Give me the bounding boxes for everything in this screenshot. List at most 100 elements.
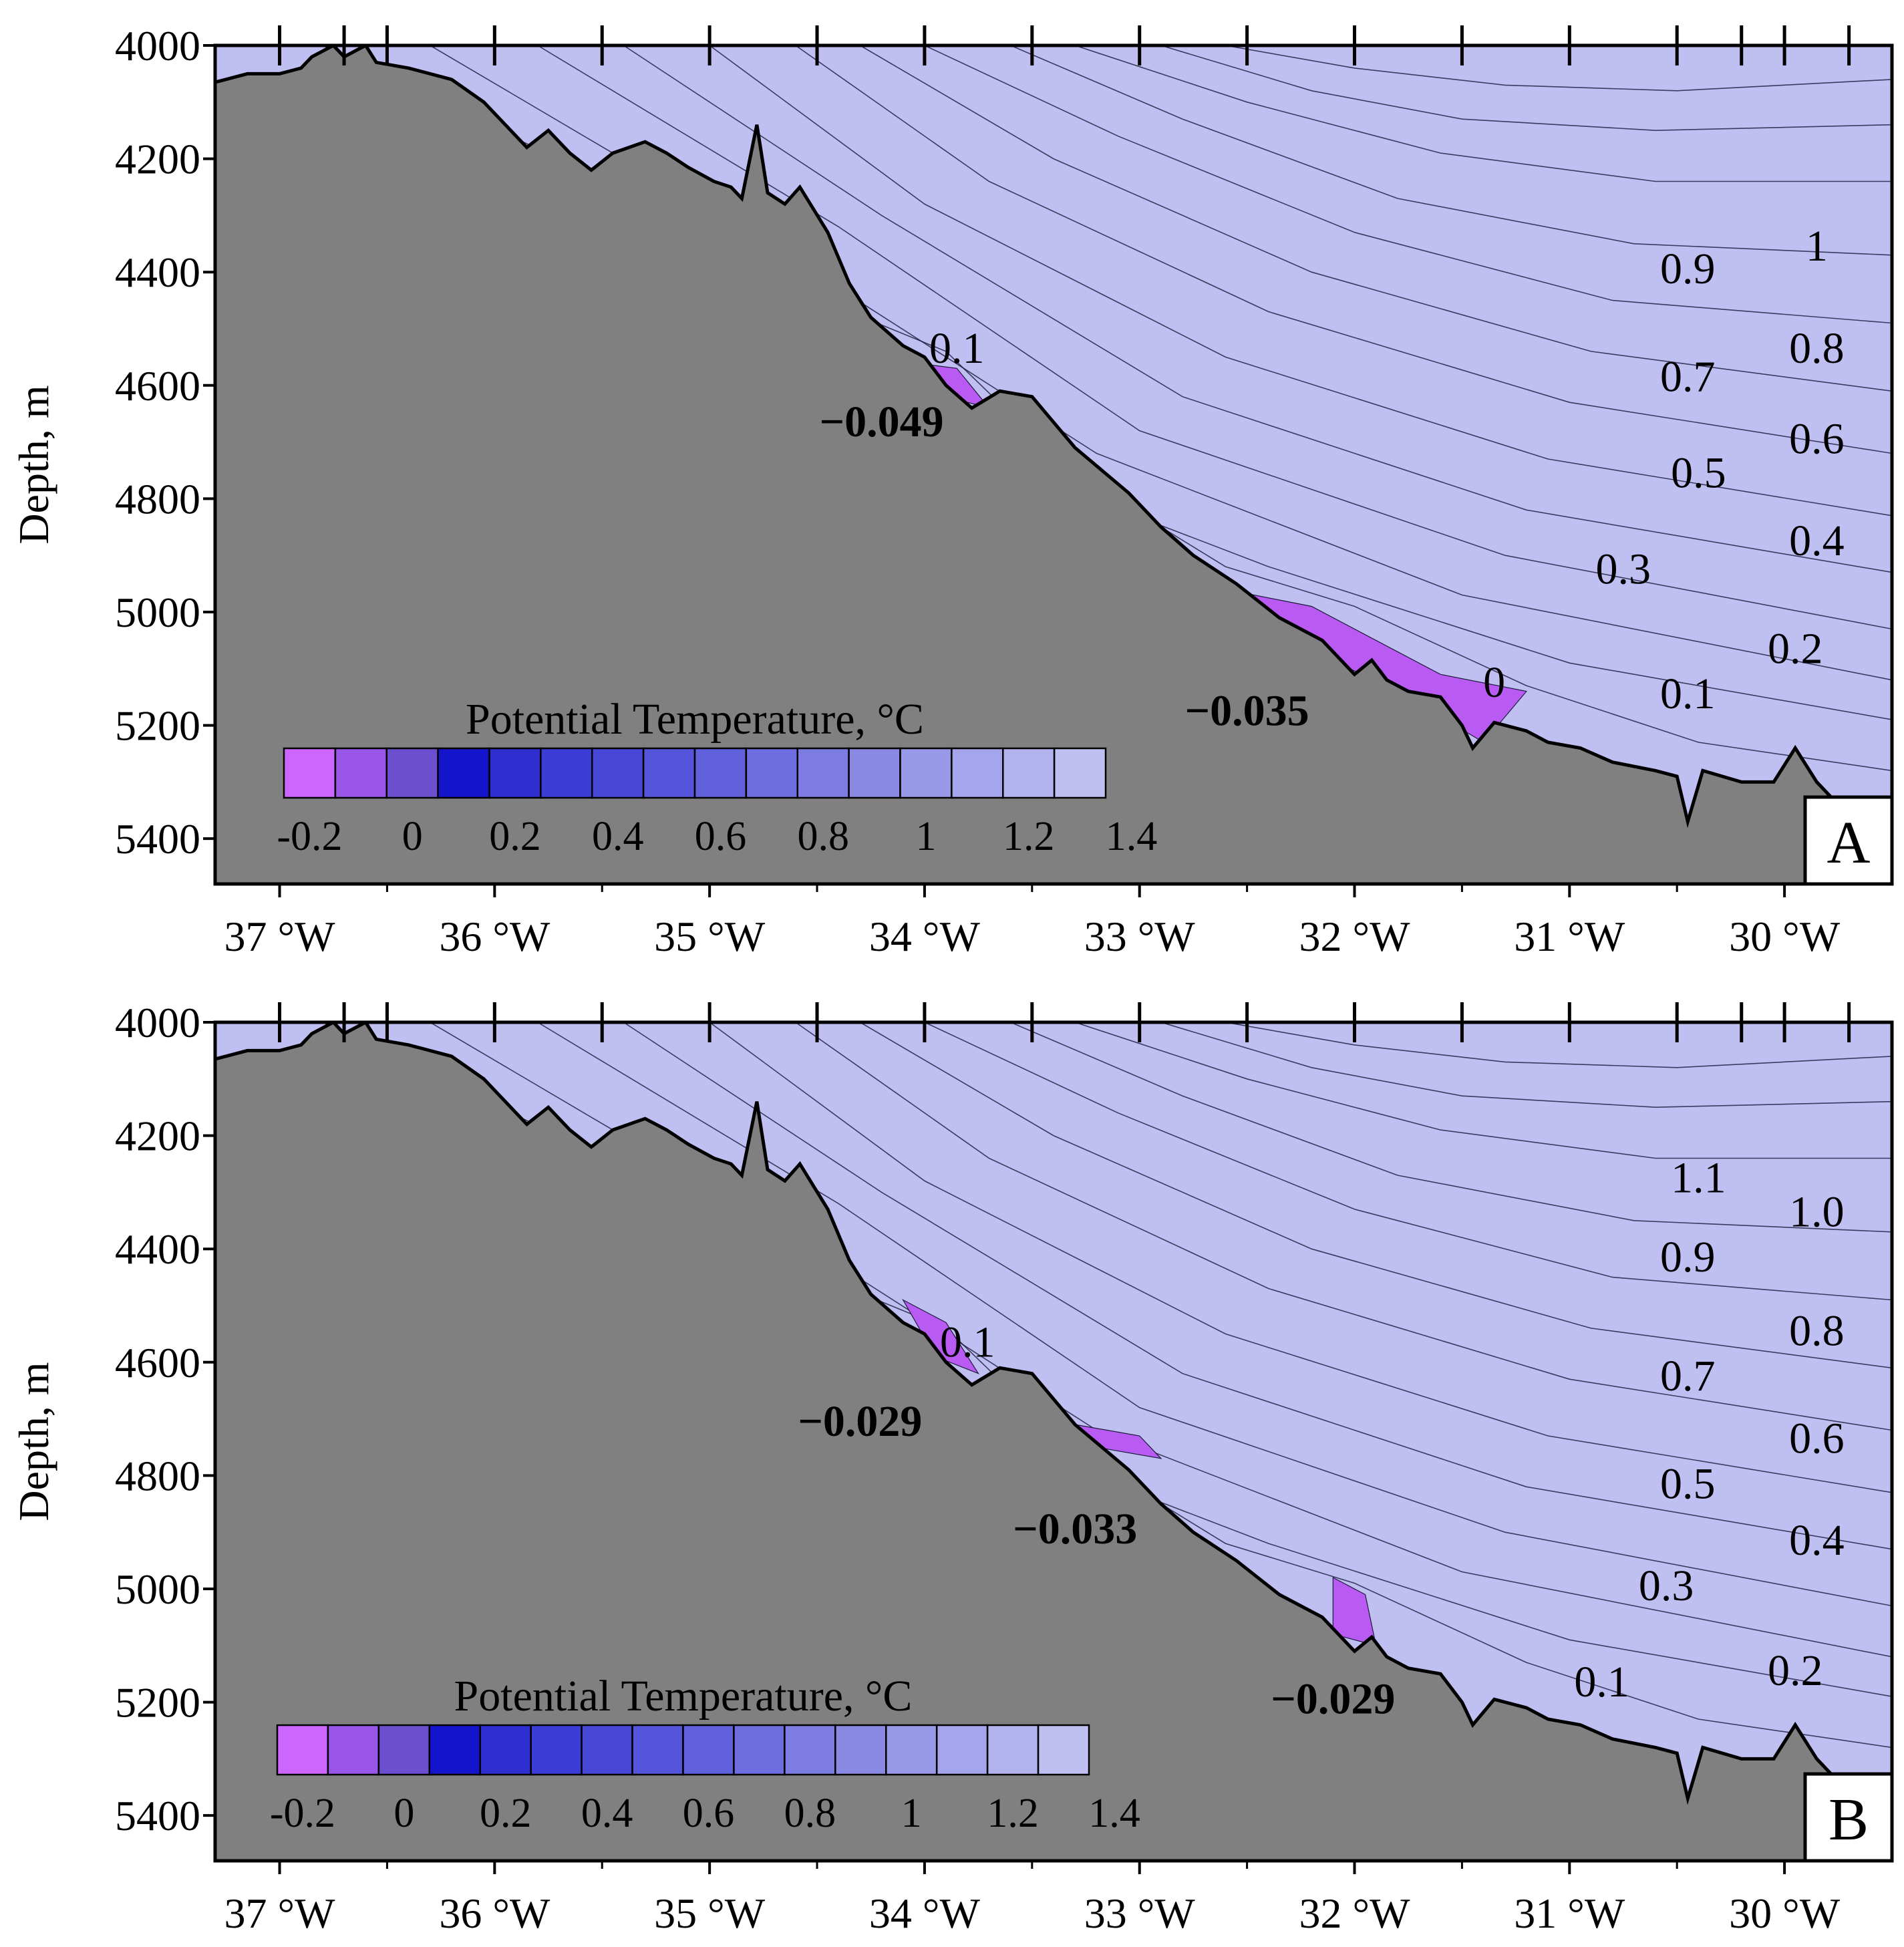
colorbar-swatch [885,1724,938,1776]
isotherm-label: 0.6 [1789,415,1845,464]
y-tick-label: 4800 [115,475,200,522]
isotherm-line [623,1022,1892,1550]
colorbar-label: 1.4 [1106,814,1158,859]
isotherm-line [848,311,1892,772]
colorbar-swatch [848,747,901,799]
colorbar-swatch [334,747,387,799]
colorbar-swatch [1053,747,1107,799]
isotherm-line [709,45,1892,516]
colorbar-label: 0.6 [683,1791,735,1836]
colorbar-swatch [899,747,953,799]
colorbar-label: 0.4 [592,814,644,859]
colorbar-swatch [935,1724,989,1776]
isotherm-line [859,45,1892,392]
isotherm-label: 0.8 [1789,324,1845,373]
isotherm-label: 0.9 [1660,245,1716,293]
isotherm-line [924,45,1892,324]
x-tick-label: 36 °W [439,1890,550,1937]
isotherm-label: 1.0 [1789,1187,1845,1236]
colorbar-swatch [283,747,337,799]
minimum-label: −0.029 [798,1397,922,1446]
colorbar-label: 0.4 [581,1791,633,1836]
isotherm-label: 0.1 [929,324,985,373]
isotherm-line [1010,1022,1892,1233]
isotherm-line [795,1022,1892,1431]
isotherm-label: 0.1 [940,1318,995,1366]
colorbar-swatch [1002,747,1056,799]
y-tick-label: 4800 [115,1452,200,1499]
y-tick-label: 5200 [115,1679,200,1727]
colorbar-swatch [276,1724,329,1776]
y-tick-label: 5400 [115,815,200,863]
y-tick-label: 4200 [115,1112,200,1160]
colorbar-title: Potential Temperature, °C [466,695,924,744]
x-tick-label: 34 °W [869,1890,981,1937]
colorbar-swatch [327,1724,380,1776]
isotherm-line [709,1022,1892,1493]
isotherm-line [1160,45,1892,132]
colorbar-label: 0.6 [695,814,747,859]
colorbar-swatch [642,747,696,799]
colorbar-label: 0.2 [489,814,541,859]
panel-a: 4000 4200 4400 4600 4800 5000 5200 5400 37 °W 36 … [10,22,1894,960]
minimum-label: −0.049 [820,398,944,446]
colorbar-label: 1.2 [987,1791,1039,1836]
isotherm-label: 0.7 [1660,1352,1716,1400]
isotherm-label: 1 [1806,222,1828,271]
x-tick-label: 37 °W [224,1890,336,1937]
isotherm-line [1160,1022,1892,1108]
x-tick-label: 34 °W [869,913,981,960]
colorbar-swatch [437,747,490,799]
isotherm-label: 0.1 [1660,669,1716,718]
panel-letter: B [1829,1787,1869,1853]
x-tick-label: 33 °W [1084,1890,1196,1937]
isotherm-line [795,45,1892,454]
colorbar-swatch [1037,1724,1090,1776]
plot-frame [213,43,1894,886]
y-tick-label: 4400 [115,249,200,296]
y-tick-label: 4400 [115,1225,200,1273]
panel-letter-box [1803,1772,1894,1863]
isotherm-label: 0.2 [1768,1646,1823,1695]
isotherm-label: 0.7 [1660,352,1716,401]
colorbar-label: 1.4 [1088,1791,1140,1836]
colorbar-swatch [591,747,645,799]
isotherm-line [859,1022,1892,1369]
x-tick-label: 30 °W [1729,1890,1841,1937]
panel-b: 4000 4200 4400 4600 4800 5000 5200 5400 37 °W 36 … [10,999,1894,1937]
x-tick-label: 33 °W [1084,913,1196,960]
colorbar-swatch [581,1724,633,1776]
isotherm-label: 0.2 [1768,624,1823,673]
x-tick-label: 32 °W [1299,913,1411,960]
x-tick-label: 30 °W [1729,913,1841,960]
colorbar-swatch [540,747,593,799]
colorbar-swatch [796,747,850,799]
colorbar-swatch [693,747,748,799]
seabed-outline [215,1022,1892,1805]
isotherm-label: 0.5 [1671,448,1726,497]
colorbar-swatch [682,1724,735,1776]
x-tick-label: 37 °W [224,913,336,960]
isotherm-line [537,45,1892,630]
colorbar-label: -0.2 [277,814,342,859]
colorbar-swatch [986,1724,1040,1776]
isotherm-label: 0.4 [1789,1516,1845,1565]
isotherm-line [1010,45,1892,256]
y-tick-label: 4000 [115,22,200,69]
minimum-label: −0.029 [1271,1675,1395,1724]
isotherm-line [623,45,1892,573]
y-tick-label: 4000 [115,999,200,1046]
isotherm-line [1225,45,1892,92]
colorbar-swatch [428,1724,481,1776]
x-tick-label: 35 °W [654,913,766,960]
panel-letter: A [1827,810,1871,876]
colorbar-swatch [745,747,798,799]
y-tick-label: 5000 [115,1565,200,1613]
isotherm-label: 0.1 [1574,1658,1629,1706]
colorbar-swatch [385,747,439,799]
colorbar-label: 0.8 [797,814,849,859]
colorbar-swatch [530,1724,583,1776]
isotherm-line [848,1288,1892,1749]
isotherm-label: 0.8 [1789,1306,1845,1355]
